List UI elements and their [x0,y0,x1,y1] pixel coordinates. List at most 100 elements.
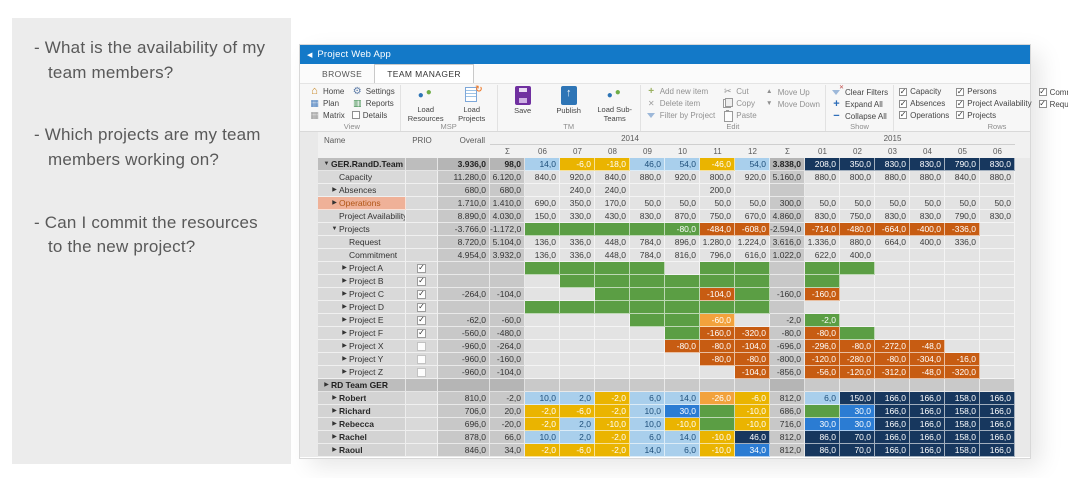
cell-commitment-sum-2015[interactable]: 1.022,0 [770,249,805,262]
cell-absences-2014-06[interactable] [525,184,560,197]
expand-row-icon[interactable]: ▶ [332,395,337,401]
cell-project-c-2014-06[interactable] [525,288,560,301]
cell-capacity-sum-2015[interactable]: 5.160,0 [770,171,805,184]
row-label-operations[interactable]: ▶ Operations [318,197,406,210]
cell-rebecca-overall[interactable]: 696,0 [438,418,490,431]
cell-operations-2015-05[interactable]: 50,0 [945,197,980,210]
cell-project-availability-2014-12[interactable]: 670,0 [735,210,770,223]
cell-project-c-2014-09[interactable] [630,288,665,301]
cell-capacity-overall[interactable]: 11.280,0 [438,171,490,184]
cell-project-z-2014-06[interactable] [525,366,560,379]
cell-rd-team-ger-2015-04[interactable] [910,379,945,392]
cell-project-d-2015-05[interactable] [945,301,980,314]
cell-operations-2014-07[interactable]: 350,0 [560,197,595,210]
cell-project-c-sum-2015[interactable]: -160,0 [770,288,805,301]
cell-ger-randd-team-randd-sum-2014[interactable]: 98,0 [490,158,525,171]
cell-project-x-2014-06[interactable] [525,340,560,353]
expand-row-icon[interactable]: ▶ [342,343,347,349]
prio-checkbox[interactable] [417,263,426,273]
cell-richard-overall[interactable]: 706,0 [438,405,490,418]
cell-operations-2014-08[interactable]: 170,0 [595,197,630,210]
cell-project-e-2014-11[interactable]: -60,0 [700,314,735,327]
cell-operations-2015-06[interactable]: 50,0 [980,197,1015,210]
reports-button[interactable]: Reports [352,98,395,110]
prio-checkbox[interactable] [417,341,426,351]
check-absences[interactable]: Absences [899,98,949,110]
cell-rachel-2015-05[interactable]: 158,0 [945,431,980,444]
cell-project-a-2015-06[interactable] [980,262,1015,275]
cell-project-y-2014-10[interactable] [665,353,700,366]
cell-capacity-2014-11[interactable]: 800,0 [700,171,735,184]
cell-project-f-2014-06[interactable] [525,327,560,340]
prio-cell-project-d[interactable] [406,301,438,314]
cell-robert-2014-10[interactable]: 14,0 [665,392,700,405]
cell-project-a-2014-06[interactable] [525,262,560,275]
cell-ger-randd-team-randd-2014-07[interactable]: -6,0 [560,158,595,171]
settings-button[interactable]: Settings [352,86,395,98]
cell-commitment-2014-06[interactable]: 136,0 [525,249,560,262]
cell-project-e-2014-06[interactable] [525,314,560,327]
cell-commitment-2015-03[interactable] [875,249,910,262]
collapse-row-icon[interactable]: ▼ [323,161,330,167]
cell-project-f-overall[interactable]: -560,0 [438,327,490,340]
cell-raoul-overall[interactable]: 846,0 [438,444,490,457]
cell-commitment-2015-06[interactable] [980,249,1015,262]
cell-project-a-2014-12[interactable] [735,262,770,275]
cell-project-x-2015-02[interactable]: -80,0 [840,340,875,353]
cell-request-overall[interactable]: 8.720,0 [438,236,490,249]
cell-project-z-2014-10[interactable] [665,366,700,379]
cell-absences-2014-10[interactable] [665,184,700,197]
row-label-raoul[interactable]: ▶ Raoul [318,444,406,457]
cell-project-c-2015-05[interactable] [945,288,980,301]
cell-ger-randd-team-randd-2015-01[interactable]: 208,0 [805,158,840,171]
cell-projects-overall[interactable]: -3.766,0 [438,223,490,236]
cell-commitment-2015-01[interactable]: 622,0 [805,249,840,262]
row-label-project-z[interactable]: ▶ Project Z [318,366,406,379]
cell-robert-2015-03[interactable]: 166,0 [875,392,910,405]
cell-project-e-overall[interactable]: -62,0 [438,314,490,327]
cell-request-2014-11[interactable]: 1.280,0 [700,236,735,249]
check-persons[interactable]: Persons [956,86,1031,98]
cell-richard-2014-08[interactable]: -2,0 [595,405,630,418]
cell-projects-2014-11[interactable]: -484,0 [700,223,735,236]
move-up-button[interactable]: Move Up [764,86,820,98]
cell-project-d-2014-07[interactable] [560,301,595,314]
row-label-capacity[interactable]: Capacity [318,171,406,184]
cell-rachel-sum-2015[interactable]: 812,0 [770,431,805,444]
cell-project-f-2014-08[interactable] [595,327,630,340]
cell-project-y-2014-07[interactable] [560,353,595,366]
cell-richard-2014-06[interactable]: -2,0 [525,405,560,418]
expand-row-icon[interactable]: ▶ [332,408,337,414]
cell-project-y-sum-2014[interactable]: -160,0 [490,353,525,366]
cell-project-x-2014-09[interactable] [630,340,665,353]
cell-project-c-2015-03[interactable] [875,288,910,301]
cell-rachel-2014-11[interactable]: -10,0 [700,431,735,444]
cell-commitment-2014-12[interactable]: 616,0 [735,249,770,262]
cell-rd-team-ger-2014-09[interactable] [630,379,665,392]
cell-absences-2014-09[interactable] [630,184,665,197]
cell-rd-team-ger-2014-11[interactable] [700,379,735,392]
cell-project-f-2015-05[interactable] [945,327,980,340]
cell-project-y-2014-09[interactable] [630,353,665,366]
cell-project-f-2015-06[interactable] [980,327,1015,340]
cell-raoul-2015-01[interactable]: 86,0 [805,444,840,457]
cell-capacity-2014-06[interactable]: 840,0 [525,171,560,184]
cell-rd-team-ger-2015-02[interactable] [840,379,875,392]
cell-project-f-2014-12[interactable]: -320,0 [735,327,770,340]
cell-rd-team-ger-2015-03[interactable] [875,379,910,392]
cell-project-c-2014-12[interactable] [735,288,770,301]
cell-project-b-2015-05[interactable] [945,275,980,288]
cell-capacity-2014-07[interactable]: 920,0 [560,171,595,184]
cell-rd-team-ger-2014-06[interactable] [525,379,560,392]
cell-raoul-2014-08[interactable]: -2,0 [595,444,630,457]
cell-rd-team-ger-2015-05[interactable] [945,379,980,392]
collapse-row-icon[interactable]: ▼ [331,226,338,232]
cell-operations-2014-11[interactable]: 50,0 [700,197,735,210]
cell-project-availability-2015-06[interactable]: 830,0 [980,210,1015,223]
cell-project-b-overall[interactable] [438,275,490,288]
cell-raoul-2015-04[interactable]: 166,0 [910,444,945,457]
cell-rachel-2014-06[interactable]: 10,0 [525,431,560,444]
cell-commitment-2014-07[interactable]: 336,0 [560,249,595,262]
cell-capacity-2015-05[interactable]: 840,0 [945,171,980,184]
cell-project-b-2015-06[interactable] [980,275,1015,288]
